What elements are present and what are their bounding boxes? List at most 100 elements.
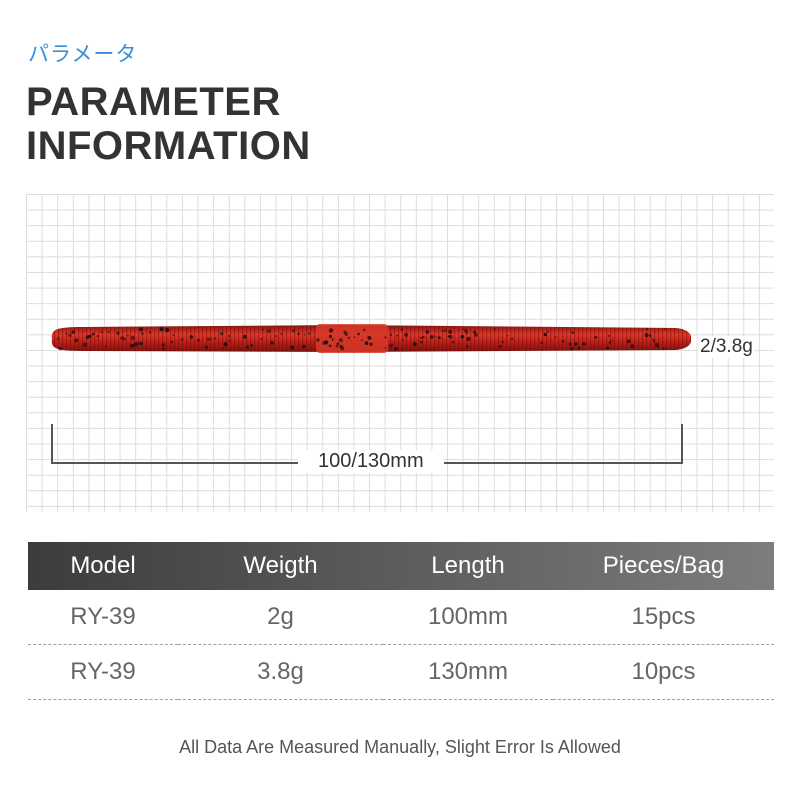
worm-fleck — [338, 338, 343, 343]
worm-fleck — [139, 341, 143, 346]
worm-fleck — [389, 333, 393, 336]
worm-fleck — [435, 335, 438, 338]
spec-table: Model Weigth Length Pieces/Bag RY-39 2g … — [28, 542, 774, 700]
product-photo: 2/3.8g 100/130mm — [26, 194, 774, 512]
worm-fleck — [448, 334, 453, 339]
worm-fleck — [148, 331, 152, 334]
worm-fleck — [568, 342, 572, 346]
worm-fleck — [608, 341, 612, 344]
worm-fleck — [74, 338, 78, 343]
worm-fleck — [228, 334, 231, 338]
worm-fleck — [162, 347, 165, 351]
cell-length: 100mm — [383, 590, 553, 645]
worm-fleck — [292, 329, 296, 333]
worm-fleck — [547, 330, 550, 333]
worm-fleck — [196, 338, 201, 342]
worm-fleck — [429, 335, 434, 339]
worm-fleck — [384, 347, 387, 349]
worm-fleck — [396, 334, 399, 337]
cell-pieces: 10pcs — [553, 644, 774, 700]
worm-fleck — [336, 342, 340, 346]
worm-fleck — [425, 330, 430, 334]
header-pieces-per-bag: Pieces/Bag — [602, 552, 725, 579]
worm-fleck — [130, 335, 135, 340]
worm-fleck — [206, 337, 211, 341]
worm-fleck — [290, 345, 295, 350]
worm-fleck — [606, 346, 610, 350]
worm-fleck — [340, 346, 345, 351]
worm-fleck — [361, 339, 364, 342]
table-row: RY-39 2g 100mm 15pcs — [28, 590, 774, 645]
worm-fleck — [577, 346, 581, 350]
title-line-2: INFORMATION — [26, 124, 311, 168]
worm-fleck — [170, 341, 174, 344]
worm-fleck — [569, 346, 574, 351]
worm-fleck — [260, 338, 263, 341]
worm-fleck — [242, 334, 247, 339]
worm-fleck — [347, 336, 351, 340]
worm-fleck — [222, 347, 225, 349]
worm-fleck — [134, 341, 139, 346]
worm-fleck — [645, 327, 649, 331]
worm-fleck — [210, 337, 213, 340]
cell-length: 130mm — [383, 644, 553, 700]
worm-fleck — [322, 341, 326, 345]
cell-model: RY-39 — [28, 590, 178, 645]
worm-fleck — [420, 340, 424, 344]
worm-fleck — [363, 328, 366, 332]
worm-fleck — [172, 334, 175, 336]
worm-fleck — [594, 336, 598, 339]
table-row: RY-39 3.8g 130mm 10pcs — [28, 644, 774, 700]
worm-fleck — [280, 332, 283, 336]
worm-fleck — [56, 337, 60, 341]
worm-fleck — [161, 343, 165, 347]
cell-model: RY-39 — [28, 644, 178, 700]
worm-fleck — [501, 340, 504, 343]
page-title: PARAMETER INFORMATION — [26, 80, 311, 168]
worm-fleck — [554, 336, 557, 339]
worm-fleck — [561, 339, 565, 343]
worm-fleck — [140, 332, 144, 335]
worm-fleck — [443, 329, 447, 333]
worm-fleck — [165, 327, 170, 333]
worm-fleck — [364, 341, 369, 345]
cell-pieces: 15pcs — [553, 590, 774, 645]
worm-fleck — [438, 336, 441, 339]
worm-fleck — [400, 328, 404, 331]
worm-fleck — [65, 332, 68, 335]
worm-fleck — [611, 339, 614, 342]
worm-fleck — [139, 327, 143, 332]
worm-fleck — [71, 330, 75, 334]
worm-fleck — [328, 334, 333, 339]
worm-fleck — [107, 330, 110, 333]
worm-fleck — [214, 337, 217, 340]
worm-fleck — [267, 329, 271, 333]
worm-fleck — [389, 343, 393, 348]
worm-fleck — [127, 334, 129, 337]
worm-fleck — [543, 332, 547, 337]
header-weight: Weigth — [243, 552, 318, 579]
worm-fleck — [664, 328, 666, 330]
worm-fleck — [344, 332, 349, 336]
worm-fleck — [571, 331, 574, 334]
worm-fleck — [394, 347, 398, 351]
worm-fleck — [104, 345, 107, 348]
worm-fleck — [58, 346, 62, 351]
worm-fleck — [206, 346, 209, 350]
cell-weight: 2g — [178, 590, 383, 645]
cell-weight: 3.8g — [178, 644, 383, 700]
worm-fleck — [100, 331, 103, 334]
header-model: Model — [70, 552, 136, 579]
worm-fleck — [384, 336, 387, 339]
worm-fleck — [498, 345, 502, 348]
length-dimension: 100/130mm — [51, 424, 683, 474]
worm-fleck — [328, 328, 334, 333]
worm-fleck — [474, 333, 478, 337]
worm-fleck — [511, 337, 514, 340]
worm-fleck — [302, 344, 306, 349]
worm-fleck — [420, 336, 423, 339]
worm-fleck — [328, 344, 332, 348]
worm-fleck — [130, 344, 134, 348]
worm-fleck — [460, 334, 465, 339]
worm-fleck — [367, 335, 372, 340]
